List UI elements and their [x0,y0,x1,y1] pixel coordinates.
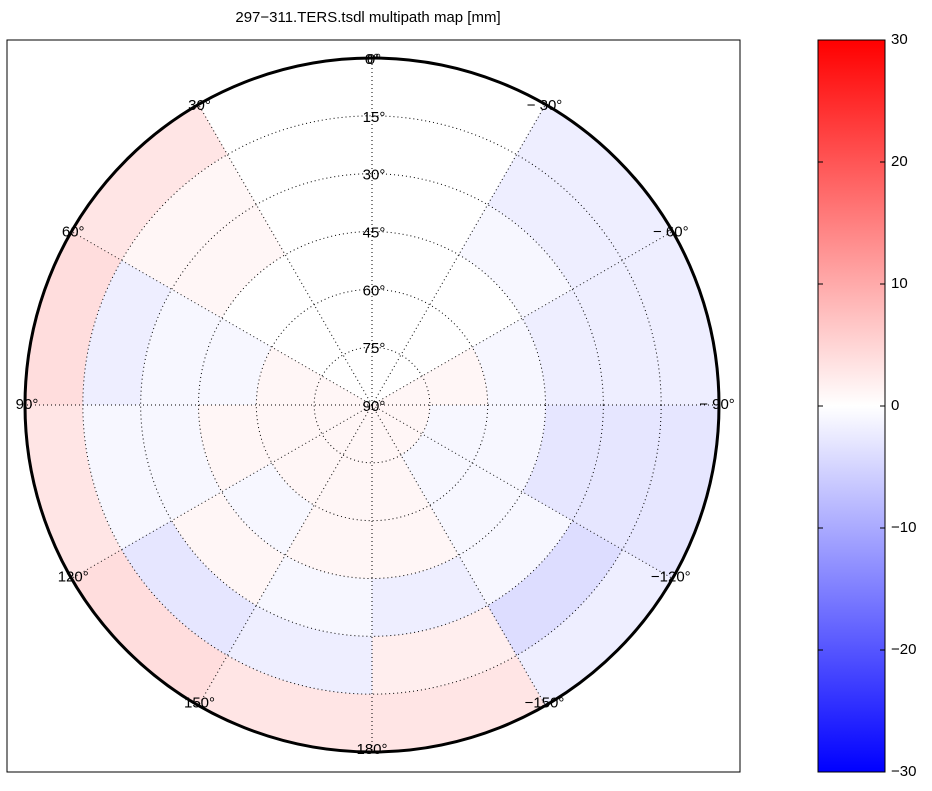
azimuth-label: − 60° [653,223,689,240]
colorbar-tick-label: −10 [891,519,916,536]
elevation-label: 75° [363,340,386,357]
colorbar [817,39,886,773]
grid-circle [313,346,431,464]
azimuth-label: − 30° [527,97,563,114]
azimuth-label: −150° [525,695,565,712]
colorbar-tick-label: 10 [891,275,908,292]
azimuth-label: 0° [365,51,379,68]
azimuth-label: −120° [651,568,691,585]
grid-circle [82,115,662,695]
outer-circle [23,56,721,754]
azimuth-label: 180° [356,741,387,758]
azimuth-label: 60° [62,223,85,240]
chart-title: 297−311.TERS.tsdl multipath map [mm] [235,9,500,26]
colorbar-tick-label: 30 [891,31,908,48]
grid-circle [255,288,489,522]
azimuth-label: 90° [16,396,39,413]
azimuth-label: − 90° [699,396,735,413]
grid-circle [140,173,604,637]
elevation-label: 60° [363,282,386,299]
elevation-label: 30° [363,167,386,184]
heat-cell [458,204,573,319]
elevation-label: 45° [363,224,386,241]
elevation-label: 15° [363,109,386,126]
azimuth-label: 30° [188,97,211,114]
grid-circle [198,231,546,579]
colorbar-tick-label: 20 [891,153,908,170]
elevation-label: 90° [363,398,386,415]
colorbar-tick-label: −30 [891,763,916,780]
colorbar-tick-label: −20 [891,641,916,658]
colorbar-tick-label: 0 [891,397,899,414]
azimuth-label: 150° [184,695,215,712]
azimuth-label: 120° [58,568,89,585]
elevation-label: 0° [367,51,381,68]
